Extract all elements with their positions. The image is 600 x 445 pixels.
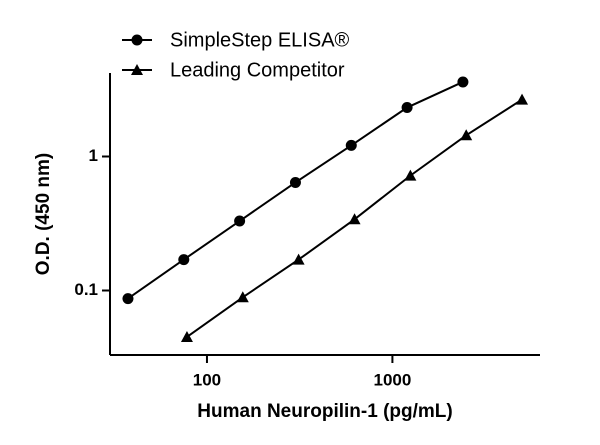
data-point: [348, 213, 361, 225]
y-tick-label: 0.1: [74, 280, 98, 299]
x-tick-label: 1000: [373, 370, 411, 389]
data-point: [178, 254, 190, 266]
y-tick-label: 1: [89, 146, 98, 165]
x-axis-label: Human Neuropilin-1 (pg/mL): [197, 401, 452, 422]
data-point: [289, 176, 301, 188]
data-point: [180, 330, 193, 342]
legend-label: Leading Competitor: [170, 59, 345, 81]
data-point: [401, 102, 413, 114]
data-point: [345, 139, 357, 151]
data-point: [292, 253, 305, 265]
data-point: [457, 76, 469, 88]
series-line: [127, 81, 464, 300]
data-point: [404, 169, 417, 181]
x-tick-label: 100: [193, 370, 221, 389]
data-point: [460, 129, 473, 141]
data-point: [122, 293, 134, 305]
data-point: [236, 291, 249, 303]
legend-marker: [131, 64, 143, 75]
legend-label: SimpleStep ELISA®: [170, 29, 350, 51]
data-point: [516, 93, 529, 105]
data-point: [234, 215, 246, 227]
legend-marker: [131, 34, 143, 46]
y-axis-label: O.D. (450 nm): [33, 153, 54, 275]
